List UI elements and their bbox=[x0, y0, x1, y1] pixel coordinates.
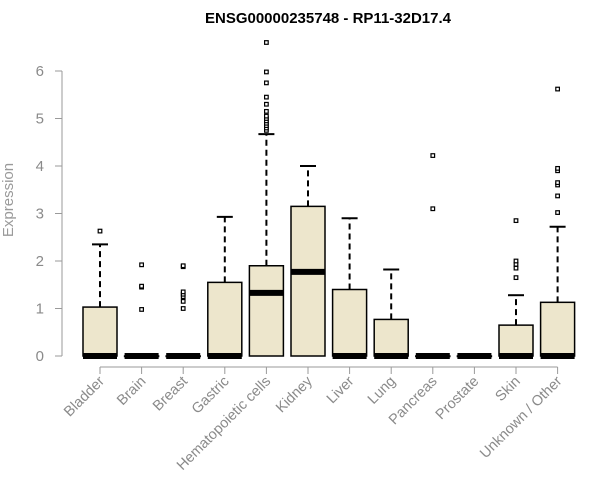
box-group bbox=[539, 86, 576, 359]
box-rect bbox=[498, 324, 534, 357]
outlier-point bbox=[264, 101, 269, 107]
x-tick-label: Breast bbox=[150, 374, 191, 415]
box-rect bbox=[248, 265, 285, 357]
x-tick-label: Skin bbox=[493, 374, 524, 405]
y-axis-label: Expression bbox=[0, 163, 17, 237]
box-group bbox=[123, 262, 160, 359]
outlier-point bbox=[513, 265, 519, 271]
outlier-point bbox=[264, 80, 269, 86]
y-tick-label: 3 bbox=[36, 206, 44, 223]
box-group bbox=[331, 217, 368, 359]
x-tick-label: Bladder bbox=[61, 373, 108, 420]
box-rect bbox=[207, 281, 243, 357]
box-group bbox=[415, 153, 451, 359]
x-tick-label: Lung bbox=[365, 374, 399, 408]
outlier-point bbox=[264, 69, 269, 75]
box-group bbox=[82, 228, 118, 359]
x-tick-label: Liver bbox=[324, 373, 358, 407]
outlier-point bbox=[97, 228, 103, 234]
y-tick-label: 2 bbox=[36, 253, 44, 270]
box-rect bbox=[290, 205, 326, 357]
box-rect bbox=[539, 301, 576, 357]
box-group bbox=[165, 263, 201, 359]
outlier-point bbox=[264, 113, 269, 119]
outlier-point bbox=[264, 94, 269, 100]
box-rect bbox=[82, 306, 118, 357]
outlier-point bbox=[430, 153, 436, 158]
box-group bbox=[248, 40, 285, 357]
box-rect bbox=[331, 288, 368, 357]
box-group bbox=[498, 218, 534, 359]
outlier-point bbox=[139, 262, 145, 268]
outlier-point bbox=[555, 165, 560, 171]
outlier-point bbox=[139, 283, 145, 289]
outlier-point bbox=[180, 306, 186, 311]
boxes-layer bbox=[82, 40, 576, 359]
y-tick-label: 1 bbox=[36, 301, 44, 318]
outlier-point bbox=[264, 40, 269, 45]
outlier-point bbox=[180, 298, 186, 304]
x-tick-label: Prostate bbox=[433, 374, 482, 423]
outlier-point bbox=[139, 307, 145, 312]
y-tick-label: 6 bbox=[36, 63, 44, 80]
x-tick-label: Brain bbox=[114, 374, 149, 409]
box-group bbox=[373, 268, 409, 359]
outlier-point bbox=[555, 86, 560, 92]
box-group bbox=[207, 215, 243, 359]
box-group bbox=[290, 165, 326, 357]
box-group bbox=[456, 353, 493, 359]
outlier-point bbox=[555, 180, 560, 186]
outlier-point bbox=[180, 263, 186, 269]
y-tick-label: 0 bbox=[36, 348, 44, 365]
chart-title: ENSG00000235748 - RP11-32D17.4 bbox=[205, 10, 452, 27]
outlier-point bbox=[513, 275, 519, 281]
outlier-point bbox=[180, 289, 186, 295]
x-tick-label: Kidney bbox=[273, 373, 316, 416]
outlier-point bbox=[513, 218, 519, 224]
outlier-point bbox=[513, 258, 519, 264]
outlier-point bbox=[555, 210, 560, 215]
y-tick-label: 4 bbox=[36, 158, 44, 175]
y-tick-label: 5 bbox=[36, 111, 44, 128]
outlier-point bbox=[430, 206, 436, 212]
outlier-point bbox=[264, 108, 269, 114]
y-axis: 0 1 2 3 4 5 6 bbox=[36, 63, 63, 365]
box-rect bbox=[373, 318, 409, 357]
outlier-point bbox=[555, 193, 560, 199]
